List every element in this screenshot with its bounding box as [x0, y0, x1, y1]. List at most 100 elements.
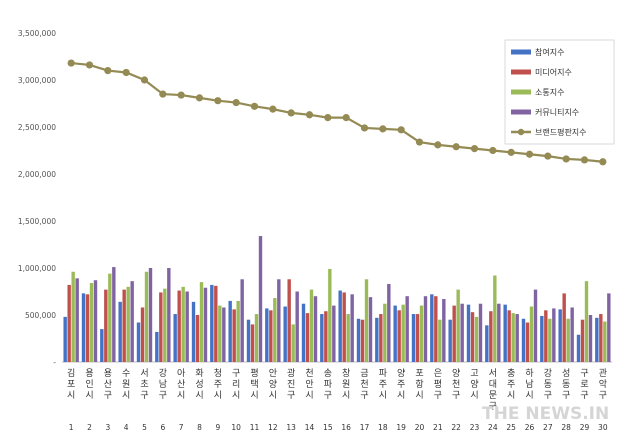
bar: [548, 318, 552, 362]
x-index-label: 28: [561, 423, 571, 432]
line-point: [104, 67, 112, 75]
x-index-label: 2: [87, 423, 92, 432]
bar: [338, 290, 342, 362]
x-index-label: 26: [525, 423, 535, 432]
bar: [332, 305, 336, 362]
bar: [112, 267, 116, 362]
line-point: [544, 152, 552, 160]
bar: [383, 303, 387, 362]
x-index-label: 5: [142, 423, 147, 432]
bar: [277, 279, 281, 362]
line-point: [434, 141, 442, 149]
line-point: [452, 143, 460, 151]
x-index-label: 22: [451, 423, 461, 432]
bar: [75, 278, 79, 362]
bar: [214, 285, 218, 362]
x-index-label: 29: [580, 423, 590, 432]
bar: [89, 283, 94, 362]
x-index-label: 12: [268, 423, 278, 432]
bar: [295, 291, 299, 362]
bar: [173, 314, 177, 362]
x-index-label: 1: [69, 423, 74, 432]
legend-swatch: [511, 109, 531, 115]
bar: [324, 311, 328, 362]
watermark-text: THE NEWS.IN: [482, 404, 609, 424]
bar: [181, 286, 185, 362]
bar: [195, 315, 200, 362]
line-point: [599, 158, 607, 166]
bar: [558, 309, 562, 362]
y-tick-label: 3,000,000: [18, 76, 56, 85]
bar: [503, 304, 507, 362]
x-index-label: 19: [396, 423, 406, 432]
bar: [246, 319, 251, 362]
bar: [258, 236, 263, 362]
bar: [474, 316, 479, 362]
bar: [470, 312, 475, 362]
bar: [71, 271, 75, 362]
bar: [199, 282, 204, 362]
bar: [148, 268, 153, 362]
bar: [250, 324, 255, 362]
bar: [254, 314, 259, 362]
x-index-label: 9: [215, 423, 220, 432]
line-point: [379, 125, 387, 133]
legend-swatch: [511, 49, 531, 55]
x-index-label: 8: [197, 423, 202, 432]
x-index-label: 16: [341, 423, 351, 432]
line-point: [470, 145, 479, 153]
bar: [576, 334, 581, 362]
bar: [448, 319, 452, 362]
bar: [529, 306, 534, 362]
x-axis-labels: 김 포 시 1 용 인 시 2 용 산 구 3 수 원 시 4 서 초 구 5 강 남 구 6 아 산 시 7 화 성 시 8 청 주 시 9 구 리 시 1…: [67, 367, 608, 432]
bar: [570, 307, 574, 362]
bar: [368, 297, 373, 362]
bar: [584, 281, 589, 362]
bar: [521, 318, 526, 362]
line-point: [397, 126, 405, 134]
bar: [291, 324, 295, 362]
x-index-label: 11: [250, 423, 260, 432]
legend-label: 소통지수: [535, 88, 564, 97]
line-point: [159, 90, 167, 98]
bar: [210, 284, 214, 362]
bar: [507, 310, 511, 362]
line-point: [525, 150, 534, 158]
bar: [525, 322, 530, 362]
line-point: [287, 109, 295, 117]
bar: [356, 318, 361, 362]
bar: [222, 307, 226, 362]
line-point: [177, 91, 185, 99]
bar: [191, 301, 196, 362]
x-index-label: 30: [598, 423, 608, 432]
bar: [236, 300, 240, 362]
bar: [305, 313, 310, 362]
bar: [309, 289, 314, 362]
x-index-label: 15: [323, 423, 333, 432]
bar: [167, 268, 171, 362]
x-index-label: 23: [470, 423, 480, 432]
bar: [580, 319, 585, 362]
line-point: [122, 68, 130, 77]
line-point: [140, 76, 149, 84]
bar: [81, 293, 86, 362]
bar: [478, 303, 483, 362]
bar: [460, 303, 464, 362]
x-index-label: 10: [231, 423, 241, 432]
bar: [136, 322, 141, 362]
